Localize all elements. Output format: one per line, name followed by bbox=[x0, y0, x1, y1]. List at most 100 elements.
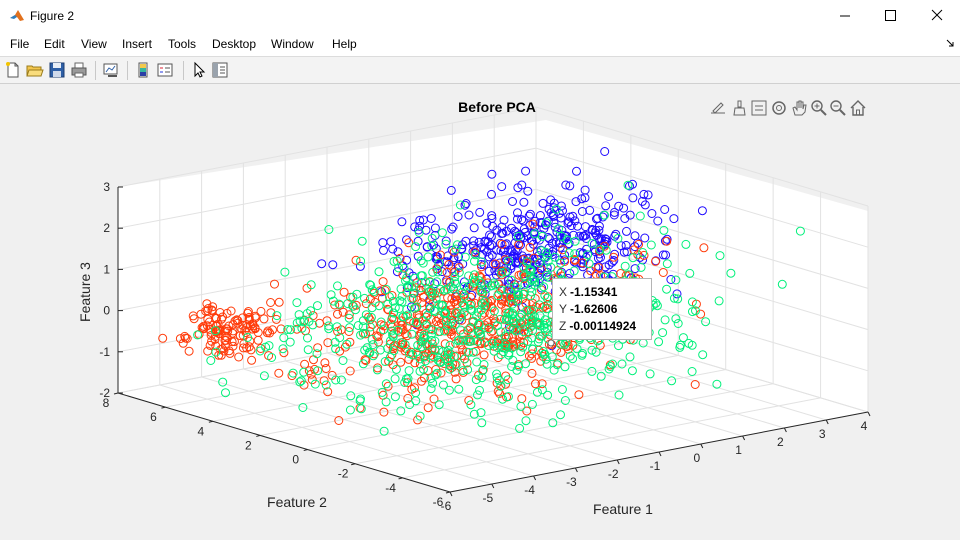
scatter-point bbox=[519, 338, 529, 348]
scatter-point bbox=[404, 282, 414, 291]
scatter-point bbox=[243, 333, 253, 342]
scatter-point bbox=[438, 300, 448, 310]
scatter-point bbox=[385, 336, 395, 346]
scatter-point bbox=[397, 291, 407, 301]
x-tick-label: -2 bbox=[608, 467, 619, 481]
zoom-out-icon[interactable] bbox=[829, 99, 847, 117]
scatter-point bbox=[611, 229, 621, 239]
edit-plot-icon[interactable] bbox=[190, 61, 208, 79]
open-file-icon[interactable] bbox=[26, 61, 44, 79]
data-tips-icon[interactable] bbox=[750, 99, 768, 117]
scatter-point bbox=[268, 325, 277, 335]
print-icon[interactable] bbox=[70, 61, 88, 79]
scatter-point bbox=[413, 236, 423, 246]
menu-edit[interactable]: Edit bbox=[44, 37, 65, 51]
scatter-point bbox=[506, 275, 516, 285]
scatter-point bbox=[659, 225, 669, 235]
scatter-point bbox=[334, 299, 344, 309]
scatter-point bbox=[516, 341, 526, 351]
menu-file[interactable]: File bbox=[10, 37, 30, 51]
scatter-point bbox=[415, 354, 425, 364]
scatter-point bbox=[660, 315, 670, 325]
scatter-point bbox=[474, 319, 484, 329]
scatter-point bbox=[564, 248, 574, 258]
scatter-point bbox=[368, 319, 377, 329]
scatter-point bbox=[521, 416, 531, 426]
datatip-x-value: -1.15341 bbox=[570, 285, 618, 299]
datatip-marker[interactable] bbox=[547, 339, 555, 347]
scatter-point bbox=[303, 333, 312, 343]
scatter-point bbox=[498, 394, 508, 404]
scatter-point bbox=[428, 325, 438, 335]
scatter-point bbox=[523, 336, 533, 346]
menu-help[interactable]: Help bbox=[332, 37, 357, 51]
menu-tools[interactable]: Tools bbox=[168, 37, 197, 51]
save-icon[interactable] bbox=[48, 61, 66, 79]
scatter-point bbox=[331, 375, 341, 385]
scatter-point bbox=[518, 216, 528, 226]
export-icon[interactable] bbox=[709, 99, 727, 117]
datatip[interactable]: X -1.15341 Y -1.62606 Z -0.00114924 bbox=[552, 278, 652, 340]
dock-arrow-icon[interactable] bbox=[946, 39, 954, 47]
property-inspector-icon[interactable] bbox=[211, 61, 229, 79]
new-figure-icon[interactable] bbox=[4, 61, 22, 79]
scatter-point bbox=[527, 349, 537, 359]
scatter-point bbox=[359, 328, 368, 338]
scatter-point bbox=[178, 338, 188, 348]
x-tick-mark bbox=[449, 491, 453, 497]
brush-icon[interactable] bbox=[730, 99, 748, 117]
scatter-point bbox=[534, 278, 544, 288]
scatter-point bbox=[442, 354, 452, 364]
maximize-button[interactable] bbox=[868, 0, 914, 32]
scatter-point bbox=[399, 263, 409, 273]
menu-view[interactable]: View bbox=[81, 37, 107, 51]
scatter-point bbox=[468, 347, 478, 357]
scatter-point bbox=[445, 340, 455, 350]
scatter-point bbox=[353, 321, 363, 330]
scatter-point bbox=[795, 226, 805, 236]
scatter-point bbox=[306, 306, 316, 316]
scatter-point bbox=[447, 294, 457, 304]
scatter-point bbox=[616, 241, 626, 251]
scatter-point bbox=[306, 280, 316, 290]
menu-window[interactable]: Window bbox=[271, 37, 314, 51]
scatter-point bbox=[454, 263, 464, 273]
scatter-point bbox=[726, 268, 736, 278]
scatter-point bbox=[653, 216, 663, 226]
scatter-point bbox=[356, 256, 366, 266]
scatter-point bbox=[592, 230, 602, 240]
menu-insert[interactable]: Insert bbox=[122, 37, 153, 51]
scatter-point bbox=[555, 339, 565, 349]
minimize-button[interactable] bbox=[822, 0, 868, 32]
insert-colorbar-icon[interactable] bbox=[134, 61, 152, 79]
scatter-point bbox=[426, 384, 436, 394]
scatter-point bbox=[543, 232, 553, 242]
rotate-3d-icon[interactable] bbox=[770, 99, 788, 117]
scatter-point bbox=[643, 190, 653, 200]
scatter-point bbox=[540, 301, 549, 311]
scatter-point bbox=[601, 201, 611, 211]
scatter-point bbox=[496, 327, 506, 337]
scatter-point bbox=[532, 387, 542, 397]
scatter-point bbox=[265, 328, 275, 338]
zoom-in-icon[interactable] bbox=[810, 99, 828, 117]
menu-desktop[interactable]: Desktop bbox=[212, 37, 257, 51]
close-button[interactable] bbox=[914, 0, 960, 32]
scatter-point bbox=[561, 180, 571, 190]
scatter-point bbox=[242, 323, 252, 333]
datatip-z-row: Z -0.00114924 bbox=[559, 318, 651, 335]
insert-legend-icon[interactable] bbox=[156, 61, 174, 79]
scatter-point bbox=[256, 306, 266, 316]
scatter-point bbox=[517, 251, 527, 261]
scatter-point bbox=[505, 324, 515, 334]
y-tick-label: -4 bbox=[385, 481, 396, 495]
y-tick-mark bbox=[161, 406, 166, 409]
pan-icon[interactable] bbox=[790, 99, 808, 117]
scatter-point bbox=[452, 295, 462, 305]
scatter-point bbox=[583, 250, 593, 260]
scatter-point bbox=[437, 267, 447, 277]
link-plot-icon[interactable] bbox=[102, 61, 120, 79]
restore-view-icon[interactable] bbox=[849, 99, 867, 117]
scatter-point bbox=[422, 242, 432, 252]
